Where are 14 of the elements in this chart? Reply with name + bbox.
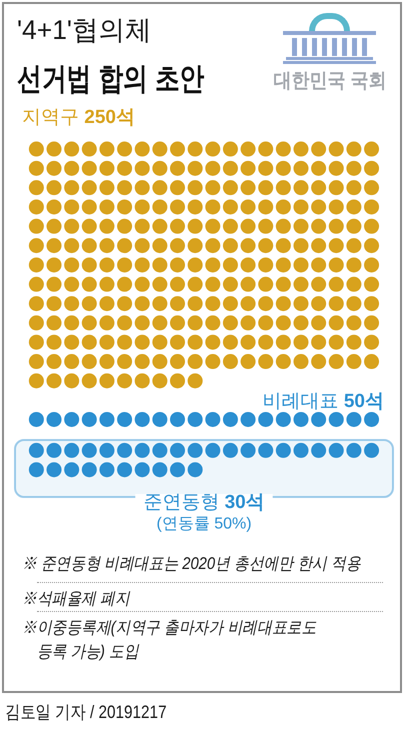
- text: ※석패율제 폐지: [22, 588, 132, 610]
- data-label: 50석: [344, 391, 384, 412]
- category-label: 준연동형: [143, 492, 220, 514]
- text: ※이중등록제(지역구 출마자가 비례대표로도 등록 가능) 도입: [22, 617, 318, 663]
- text: '4+1'협의체: [17, 14, 152, 47]
- category-label: 지역구: [22, 107, 79, 128]
- category-label: 비례대표: [262, 391, 339, 412]
- data-label: 250석: [84, 107, 135, 128]
- text: ※ 준연동형 비례대표는 2020년 총선에만 한시 적용: [22, 553, 362, 575]
- text: 김토일 기자 / 20191217: [5, 701, 167, 724]
- text: 대한민국 국회: [273, 69, 387, 94]
- text: (연동률 50%): [156, 515, 252, 532]
- data-label: 30석: [224, 492, 265, 514]
- text: 선거법 합의 초안: [17, 60, 204, 98]
